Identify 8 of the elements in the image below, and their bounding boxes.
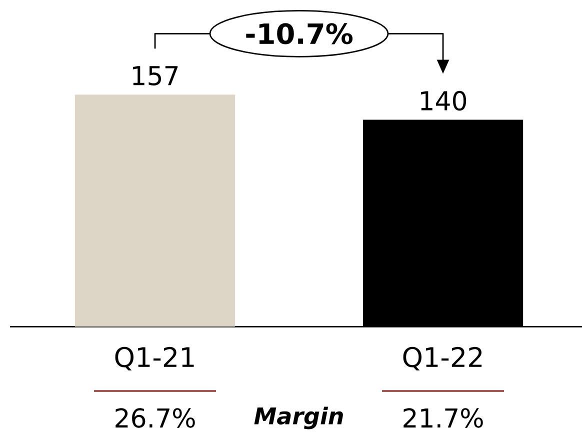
data-label: 140 bbox=[421, 90, 466, 111]
data-label: 157 bbox=[133, 66, 178, 86]
text: 26.7% bbox=[116, 408, 195, 428]
text: 21.7% bbox=[404, 408, 483, 428]
x-tick-label: Q1-21 bbox=[115, 346, 194, 370]
text: Margin bbox=[254, 406, 343, 430]
x-tick-label: Q1-22 bbox=[403, 346, 482, 370]
text: -10.7% bbox=[246, 23, 353, 44]
